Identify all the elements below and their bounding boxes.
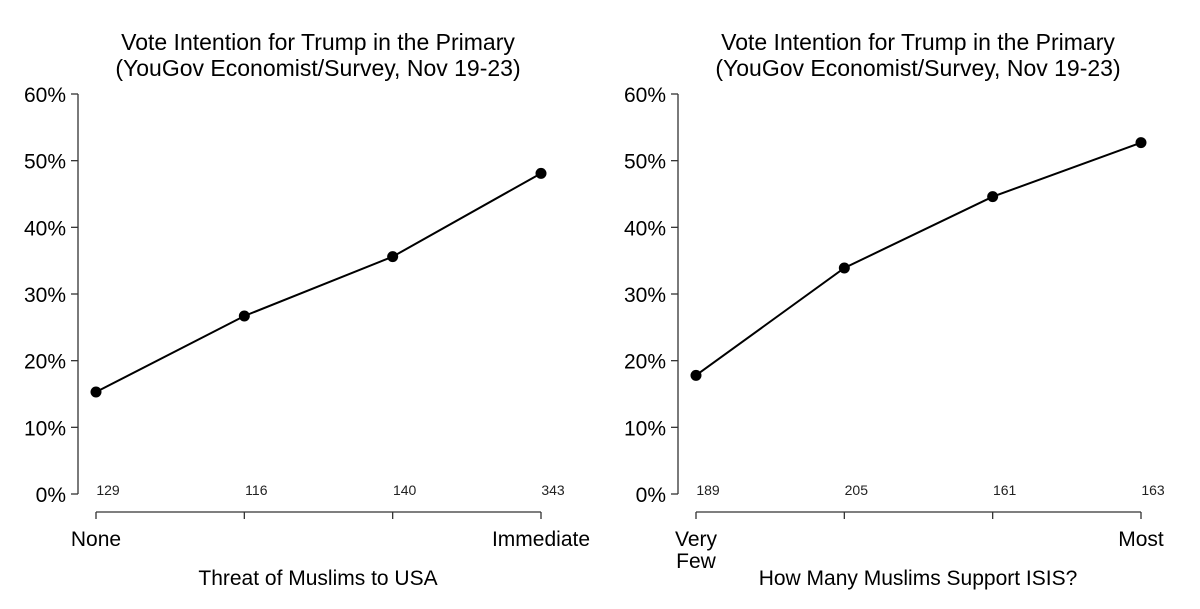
y-tick-label: 40% <box>624 217 666 240</box>
sample-size-label: 205 <box>845 482 869 498</box>
y-tick-label: 0% <box>36 484 66 507</box>
y-tick-label: 0% <box>636 484 666 507</box>
x-axis-label: Threat of Muslims to USA <box>198 567 437 590</box>
y-tick-label: 10% <box>624 417 666 440</box>
y-tick-label: 40% <box>24 217 66 240</box>
chart-panel-isis-support: Vote Intention for Trump in the Primary … <box>624 29 1165 590</box>
y-tick-label: 30% <box>24 284 66 307</box>
y-tick-label: 60% <box>624 84 666 107</box>
chart-panel-threat: Vote Intention for Trump in the Primary … <box>24 29 590 590</box>
plot-area <box>690 137 1147 381</box>
data-point <box>1135 137 1147 149</box>
x-tick-label: Most <box>1118 528 1164 551</box>
y-tick-label: 20% <box>624 351 666 374</box>
x-axis-label: How Many Muslims Support ISIS? <box>759 567 1078 590</box>
x-tick-label: Immediate <box>492 528 590 551</box>
y-tick-label: 50% <box>24 151 66 174</box>
chart-title: Vote Intention for Trump in the Primary <box>721 29 1115 55</box>
sample-size-label: 161 <box>993 482 1017 498</box>
y-tick-label: 50% <box>624 151 666 174</box>
y-tick-label: 10% <box>24 417 66 440</box>
data-point <box>387 251 399 263</box>
sample-size-label: 140 <box>393 482 417 498</box>
y-tick-label: 30% <box>624 284 666 307</box>
data-point <box>987 191 999 203</box>
x-tick-label: None <box>71 528 121 551</box>
x-tick-label: Very <box>675 528 718 551</box>
data-point <box>90 386 102 398</box>
data-point <box>535 167 547 179</box>
chart-subtitle: (YouGov Economist/Survey, Nov 19-23) <box>715 55 1120 81</box>
y-tick-label: 20% <box>24 351 66 374</box>
x-axis: None 129 116 140 Immediate 343 <box>71 482 590 551</box>
sample-size-label: 129 <box>96 482 120 498</box>
sample-size-label: 189 <box>696 482 720 498</box>
y-tick-label: 60% <box>24 84 66 107</box>
data-point <box>690 369 702 381</box>
y-axis: 0% 10% 20% 30% 40% 50% 60% <box>24 84 79 507</box>
data-point <box>238 310 250 322</box>
series-line <box>695 141 1142 377</box>
data-point <box>838 262 850 274</box>
x-tick-label: Few <box>676 550 717 573</box>
series-line <box>95 172 542 393</box>
plot-area <box>90 167 547 398</box>
sample-size-label: 343 <box>541 482 565 498</box>
chart-subtitle: (YouGov Economist/Survey, Nov 19-23) <box>115 55 520 81</box>
sample-size-label: 163 <box>1141 482 1165 498</box>
y-axis: 0% 10% 20% 30% 40% 50% 60% <box>624 84 679 507</box>
chart-title: Vote Intention for Trump in the Primary <box>121 29 515 55</box>
sample-size-label: 116 <box>245 482 268 498</box>
